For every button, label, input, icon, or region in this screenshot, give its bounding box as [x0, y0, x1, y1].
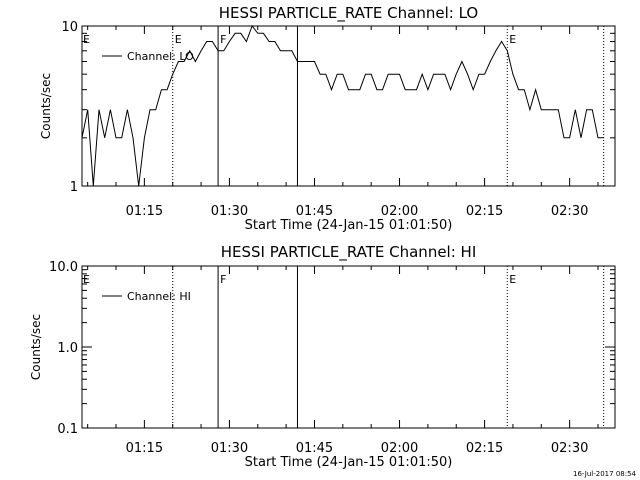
- y-tick-label: 1.0: [57, 341, 78, 356]
- y-tick-label: 10.0: [49, 260, 78, 275]
- x-tick-label: 02:00: [381, 204, 418, 219]
- y-tick-label: 10: [61, 20, 78, 35]
- footer-timestamp: 16-Jul-2017 08:54: [573, 470, 637, 478]
- marker-label: E: [509, 273, 516, 286]
- chart-hi: HESSI PARTICLE_RATE Channel: HI 01:15 01:3…: [29, 243, 616, 470]
- x-tick-label: 01:45: [296, 441, 333, 456]
- y-tick-label: 0.1: [57, 422, 78, 437]
- y-axis-label: Counts/sec: [29, 314, 43, 380]
- x-tick-label: 02:30: [551, 204, 588, 219]
- marker-label: F: [220, 273, 226, 286]
- chart-lo: HESSI PARTICLE_RATE Channel: LO 01:15 01:3…: [39, 4, 616, 233]
- x-tick-label: 01:15: [126, 441, 163, 456]
- marker-label: E: [509, 33, 516, 46]
- x-tick-label: 02:30: [551, 441, 588, 456]
- x-tick-label: 01:45: [296, 204, 333, 219]
- legend-label: Channel: HI: [127, 290, 191, 303]
- plot-frame: [81, 25, 616, 187]
- y-axis-label: Counts/sec: [39, 73, 53, 139]
- x-tick-label: 01:30: [211, 441, 248, 456]
- left-edge-label: E: [83, 273, 90, 286]
- x-axis-label: Start Time (24-Jan-15 01:01:50): [245, 455, 453, 470]
- x-tick-label: 01:15: [126, 204, 163, 219]
- x-tick-label: 02:00: [381, 441, 418, 456]
- x-tick-label: 01:30: [211, 204, 248, 219]
- left-edge-label: E: [83, 33, 90, 46]
- chart-title: HESSI PARTICLE_RATE Channel: HI: [221, 243, 477, 262]
- x-tick-label: 02:15: [466, 441, 503, 456]
- x-tick-label: 02:15: [466, 204, 503, 219]
- series-line: [81, 24, 604, 187]
- y-tick-label: 1: [70, 180, 78, 195]
- marker-label: E: [175, 33, 182, 46]
- x-axis-label: Start Time (24-Jan-15 01:01:50): [245, 218, 453, 233]
- chart-title: HESSI PARTICLE_RATE Channel: LO: [219, 4, 478, 23]
- marker-label: F: [220, 33, 226, 46]
- legend-label: Channel: LO: [127, 50, 194, 63]
